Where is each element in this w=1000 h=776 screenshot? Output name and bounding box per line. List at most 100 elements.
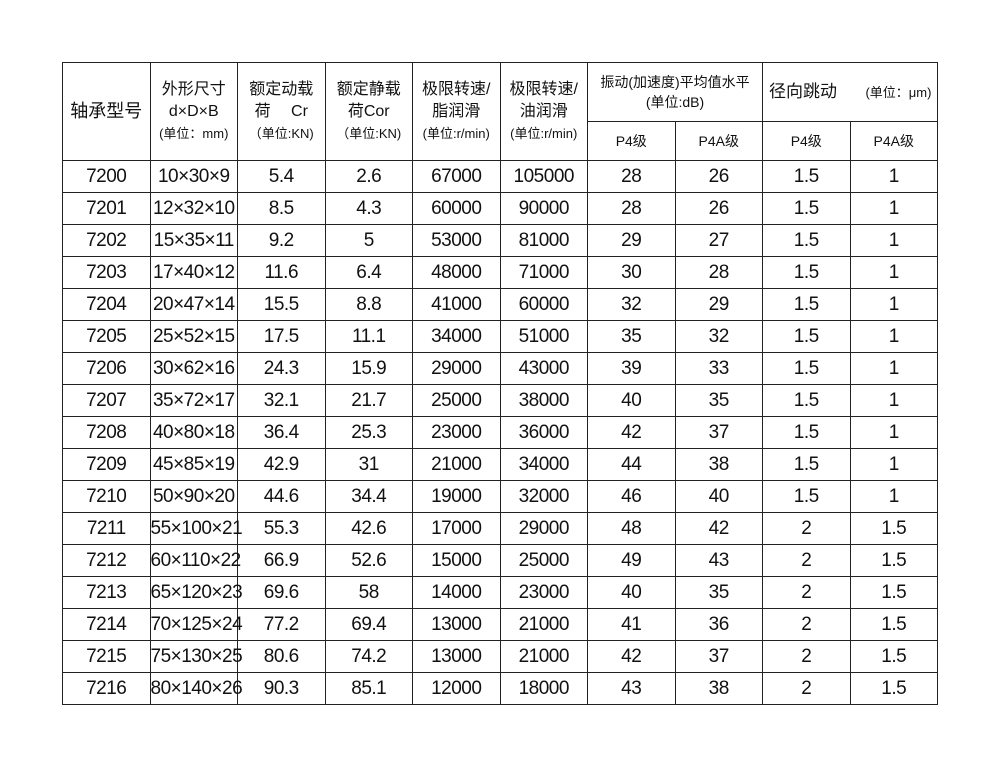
cell-speed-grease: 12000	[412, 672, 501, 705]
table-row: 7210 50×90×20 44.6 34.4 19000 32000 46 40 1.5 1	[62, 480, 938, 513]
header-grease-line1: 极限转速/	[422, 80, 491, 98]
header-vibration-p4a: P4A级	[674, 121, 763, 161]
cell-runout-p4: 2	[762, 576, 851, 609]
table-row: 7204 20×47×14 15.5 8.8 41000 60000 32 29 1.5 1	[62, 288, 938, 321]
cell-runout-p4a: 1.5	[849, 512, 938, 545]
header-runout-label: 径向跳动	[769, 81, 837, 101]
cell-static-load: 15.9	[324, 352, 413, 385]
cell-vibration-p4a: 26	[674, 192, 763, 225]
cell-dynamic-load: 32.1	[237, 384, 326, 417]
cell-speed-oil: 25000	[499, 544, 588, 577]
cell-vibration-p4a: 35	[674, 576, 763, 609]
cell-static-load: 85.1	[324, 672, 413, 705]
table-row: 7205 25×52×15 17.5 11.1 34000 51000 35 32 1.5 1	[62, 320, 938, 353]
cell-vibration-p4: 42	[587, 640, 676, 673]
cell-dynamic-load: 5.4	[237, 160, 326, 193]
cell-dynamic-load: 90.3	[237, 672, 326, 705]
cell-speed-grease: 67000	[412, 160, 501, 193]
cell-static-load: 25.3	[324, 416, 413, 449]
cell-vibration-p4a: 32	[674, 320, 763, 353]
cell-size: 15×35×11	[149, 224, 238, 257]
header-static-load: 额定静载 荷Cor （单位:KN)	[324, 62, 413, 161]
cell-runout-p4: 1.5	[762, 192, 851, 225]
cell-vibration-p4: 49	[587, 544, 676, 577]
cell-speed-grease: 41000	[412, 288, 501, 321]
cell-speed-grease: 60000	[412, 192, 501, 225]
cell-vibration-p4a: 26	[674, 160, 763, 193]
cell-size: 12×32×10	[149, 192, 238, 225]
cell-dynamic-load: 66.9	[237, 544, 326, 577]
cell-size: 55×100×21	[149, 512, 243, 545]
header-runout-p4: P4级	[762, 121, 851, 161]
cell-runout-p4: 2	[762, 672, 851, 705]
cell-static-load: 34.4	[324, 480, 413, 513]
cell-dynamic-load: 17.5	[237, 320, 326, 353]
cell-speed-oil: 23000	[499, 576, 588, 609]
cell-dynamic-load: 24.3	[237, 352, 326, 385]
table-row: 7211 55×100×21 55.3 42.6 17000 29000 48 42 2 1.5	[62, 512, 938, 545]
cell-model: 7202	[62, 224, 151, 257]
cell-static-load: 52.6	[324, 544, 413, 577]
cell-vibration-p4a: 40	[674, 480, 763, 513]
cell-speed-grease: 19000	[412, 480, 501, 513]
cell-vibration-p4a: 42	[674, 512, 763, 545]
cell-model: 7212	[62, 544, 151, 577]
cell-speed-oil: 29000	[499, 512, 588, 545]
header-cr-line2: 荷 Cr	[254, 102, 308, 120]
cell-runout-p4a: 1.5	[849, 672, 938, 705]
cell-speed-grease: 23000	[412, 416, 501, 449]
cell-vibration-p4a: 35	[674, 384, 763, 417]
cell-speed-oil: 60000	[499, 288, 588, 321]
header-model-label: 轴承型号	[70, 100, 143, 121]
header-size-line2: d×D×B	[168, 102, 219, 120]
cell-size: 65×120×23	[149, 576, 243, 609]
header-cr-line1: 额定动载	[249, 80, 314, 98]
cell-speed-grease: 48000	[412, 256, 501, 289]
cell-vibration-p4: 43	[587, 672, 676, 705]
cell-dynamic-load: 77.2	[237, 608, 326, 641]
cell-static-load: 58	[324, 576, 413, 609]
cell-speed-oil: 18000	[499, 672, 588, 705]
cell-static-load: 6.4	[324, 256, 413, 289]
cell-runout-p4a: 1	[849, 320, 938, 353]
cell-speed-grease: 25000	[412, 384, 501, 417]
cell-speed-oil: 51000	[499, 320, 588, 353]
header-runout: 径向跳动 (单位：μm)	[762, 62, 938, 122]
cell-size: 10×30×9	[149, 160, 238, 193]
cell-dynamic-load: 15.5	[237, 288, 326, 321]
cell-speed-oil: 21000	[499, 640, 588, 673]
cell-vibration-p4: 41	[587, 608, 676, 641]
cell-static-load: 4.3	[324, 192, 413, 225]
header-dynamic-load: 额定动载 荷 Cr （单位:KN)	[237, 62, 326, 161]
cell-runout-p4a: 1	[849, 160, 938, 193]
cell-vibration-p4a: 33	[674, 352, 763, 385]
cell-runout-p4: 1.5	[762, 288, 851, 321]
table-row: 7209 45×85×19 42.9 31 21000 34000 44 38 1.5 1	[62, 448, 938, 481]
cell-size: 80×140×26	[149, 672, 243, 705]
header-size-unit: (单位：mm)	[159, 125, 229, 141]
header-model: 轴承型号	[62, 62, 151, 161]
cell-static-load: 8.8	[324, 288, 413, 321]
cell-speed-oil: 105000	[499, 160, 588, 193]
header-vibration: 振动(加速度)平均值水平(单位:dB)	[587, 62, 763, 122]
cell-size: 50×90×20	[149, 480, 238, 513]
header-size-line1: 外形尺寸	[161, 80, 226, 98]
cell-vibration-p4a: 28	[674, 256, 763, 289]
header-vibration-label: 振动(加速度)平均值水平(单位:dB)	[600, 74, 750, 110]
header-runout-p4a: P4A级	[849, 121, 938, 161]
cell-vibration-p4: 48	[587, 512, 676, 545]
cell-runout-p4: 1.5	[762, 256, 851, 289]
cell-model: 7200	[62, 160, 151, 193]
cell-model: 7207	[62, 384, 151, 417]
cell-size: 20×47×14	[149, 288, 238, 321]
cell-model: 7214	[62, 608, 151, 641]
cell-speed-oil: 21000	[499, 608, 588, 641]
cell-dynamic-load: 69.6	[237, 576, 326, 609]
table-row: 7213 65×120×23 69.6 58 14000 23000 40 35 2 1.5	[62, 576, 938, 609]
header-speed-grease: 极限转速/ 脂润滑 (单位:r/min)	[412, 62, 501, 161]
bearing-spec-table: 轴承型号 外形尺寸 d×D×B (单位：mm) 额定动载 荷 Cr （单位:KN…	[62, 62, 938, 705]
cell-dynamic-load: 36.4	[237, 416, 326, 449]
cell-runout-p4: 1.5	[762, 320, 851, 353]
cell-vibration-p4: 39	[587, 352, 676, 385]
cell-runout-p4a: 1.5	[849, 640, 938, 673]
